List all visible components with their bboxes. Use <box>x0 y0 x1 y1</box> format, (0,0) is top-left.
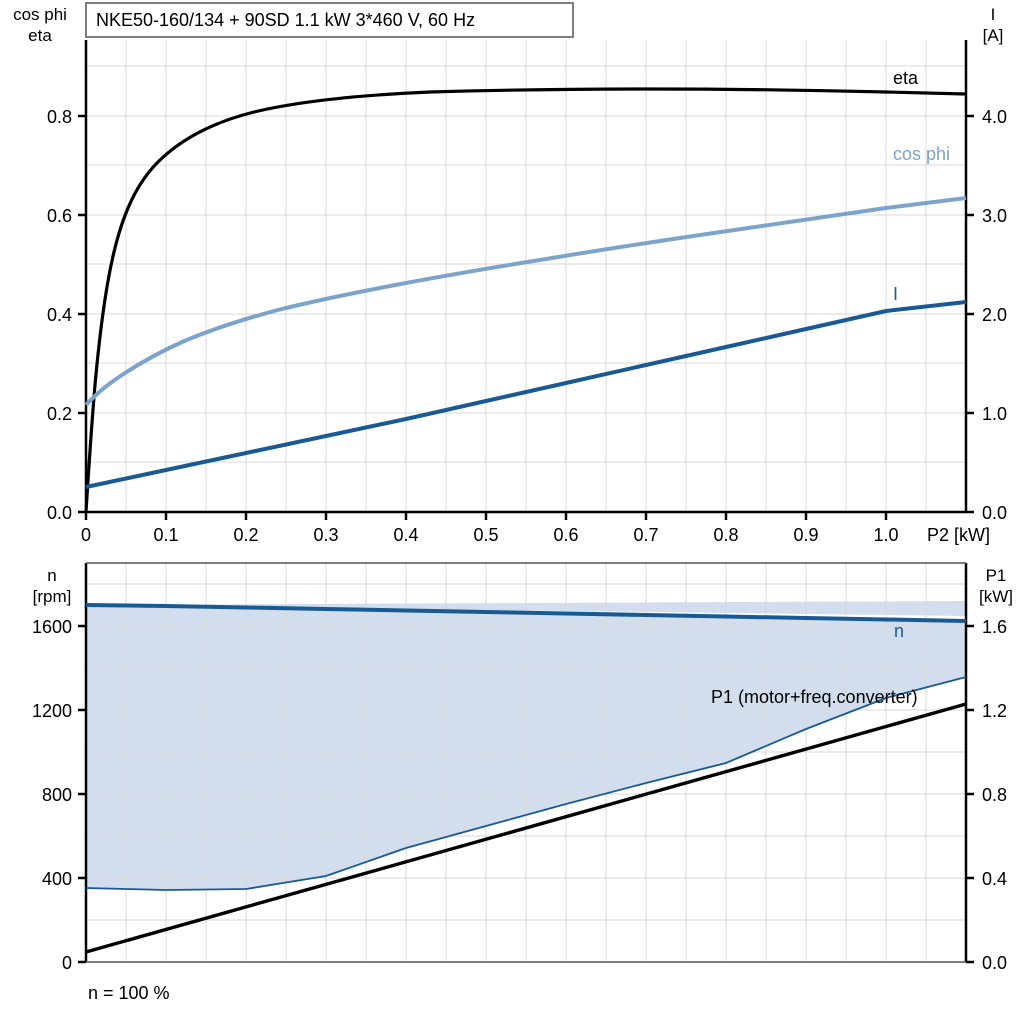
bottom-left-tick-1: 400 <box>42 869 72 889</box>
top-right-axis-label-line2: [A] <box>983 26 1004 45</box>
eta-curve <box>84 87 967 513</box>
bottom-chart-gridlines <box>86 563 966 962</box>
footer-note: n = 100 % <box>88 983 170 1003</box>
top-x-tick-9: 0.9 <box>793 525 818 545</box>
top-right-tick-0: 0.0 <box>982 503 1007 523</box>
top-x-tick-10: 1.0 <box>873 525 898 545</box>
top-right-axis-label-line1: I <box>991 5 996 24</box>
top-left-tick-2: 0.4 <box>47 305 72 325</box>
top-x-tick-0: 0 <box>81 525 91 545</box>
top-right-tick-3: 3.0 <box>982 206 1007 226</box>
bottom-right-tick-2: 0.8 <box>982 785 1007 805</box>
top-right-tick-1: 1.0 <box>982 404 1007 424</box>
top-right-tick-4: 4.0 <box>982 107 1007 127</box>
top-x-tick-3: 0.3 <box>313 525 338 545</box>
bottom-left-tick-4: 1600 <box>32 617 72 637</box>
top-x-tick-1: 0.1 <box>153 525 178 545</box>
top-x-tick-8: 0.8 <box>713 525 738 545</box>
top-left-ticks <box>78 114 86 514</box>
top-right-ticks <box>966 114 974 514</box>
top-left-tick-3: 0.6 <box>47 206 72 226</box>
top-chart-gridlines <box>86 40 966 512</box>
cos-phi-curve <box>84 196 967 407</box>
top-left-tick-0: 0.0 <box>47 503 72 523</box>
bottom-right-tick-3: 1.2 <box>982 701 1007 721</box>
bottom-left-axis-label-line2: [rpm] <box>33 587 72 606</box>
top-left-tick-4: 0.8 <box>47 107 72 127</box>
bottom-left-ticks <box>78 624 86 964</box>
bottom-right-axis-label-line1: P1 <box>986 566 1007 585</box>
top-x-tick-6: 0.6 <box>553 525 578 545</box>
top-chart: 0.0 0.2 0.4 0.6 0.8 0.0 1.0 2.0 3.0 4.0 <box>13 2 1007 545</box>
chart-title: NKE50-160/134 + 90SD 1.1 kW 3*460 V, 60 … <box>96 10 475 30</box>
top-x-ticks <box>84 512 888 520</box>
bottom-right-ticks <box>966 624 974 964</box>
bottom-right-tick-0: 0.0 <box>982 953 1007 973</box>
current-curve <box>85 300 967 489</box>
top-left-axis-label-line2: eta <box>28 26 52 45</box>
bottom-left-axis-label-line1: n <box>47 566 56 585</box>
bottom-left-tick-2: 800 <box>42 785 72 805</box>
bottom-right-axis-label-line2: [kW] <box>979 587 1013 606</box>
top-x-tick-5: 0.5 <box>473 525 498 545</box>
top-x-tick-7: 0.7 <box>633 525 658 545</box>
bottom-left-tick-3: 1200 <box>32 701 72 721</box>
speed-label: n <box>894 621 904 641</box>
title-box <box>85 2 574 38</box>
top-x-axis-label: P2 [kW] <box>927 525 990 545</box>
bottom-right-tick-4: 1.6 <box>982 617 1007 637</box>
eta-label: eta <box>893 68 919 88</box>
bottom-right-tick-1: 0.4 <box>982 869 1007 889</box>
top-x-tick-4: 0.4 <box>393 525 418 545</box>
current-label: I <box>893 284 898 304</box>
p1-label: P1 (motor+freq.converter) <box>711 687 918 707</box>
bottom-left-tick-0: 0 <box>62 953 72 973</box>
p1-curve <box>85 702 967 954</box>
top-left-axis-label-line1: cos phi <box>13 5 67 24</box>
top-left-tick-1: 0.2 <box>47 404 72 424</box>
bottom-chart: 0 400 800 1200 1600 0.0 0.4 0.8 1.2 1.6 … <box>32 562 1013 973</box>
speed-curve <box>85 603 967 623</box>
speed-band-lower-curve <box>85 676 967 891</box>
top-right-tick-2: 2.0 <box>982 305 1007 325</box>
cos-phi-label: cos phi <box>893 144 950 164</box>
top-x-tick-2: 0.2 <box>233 525 258 545</box>
